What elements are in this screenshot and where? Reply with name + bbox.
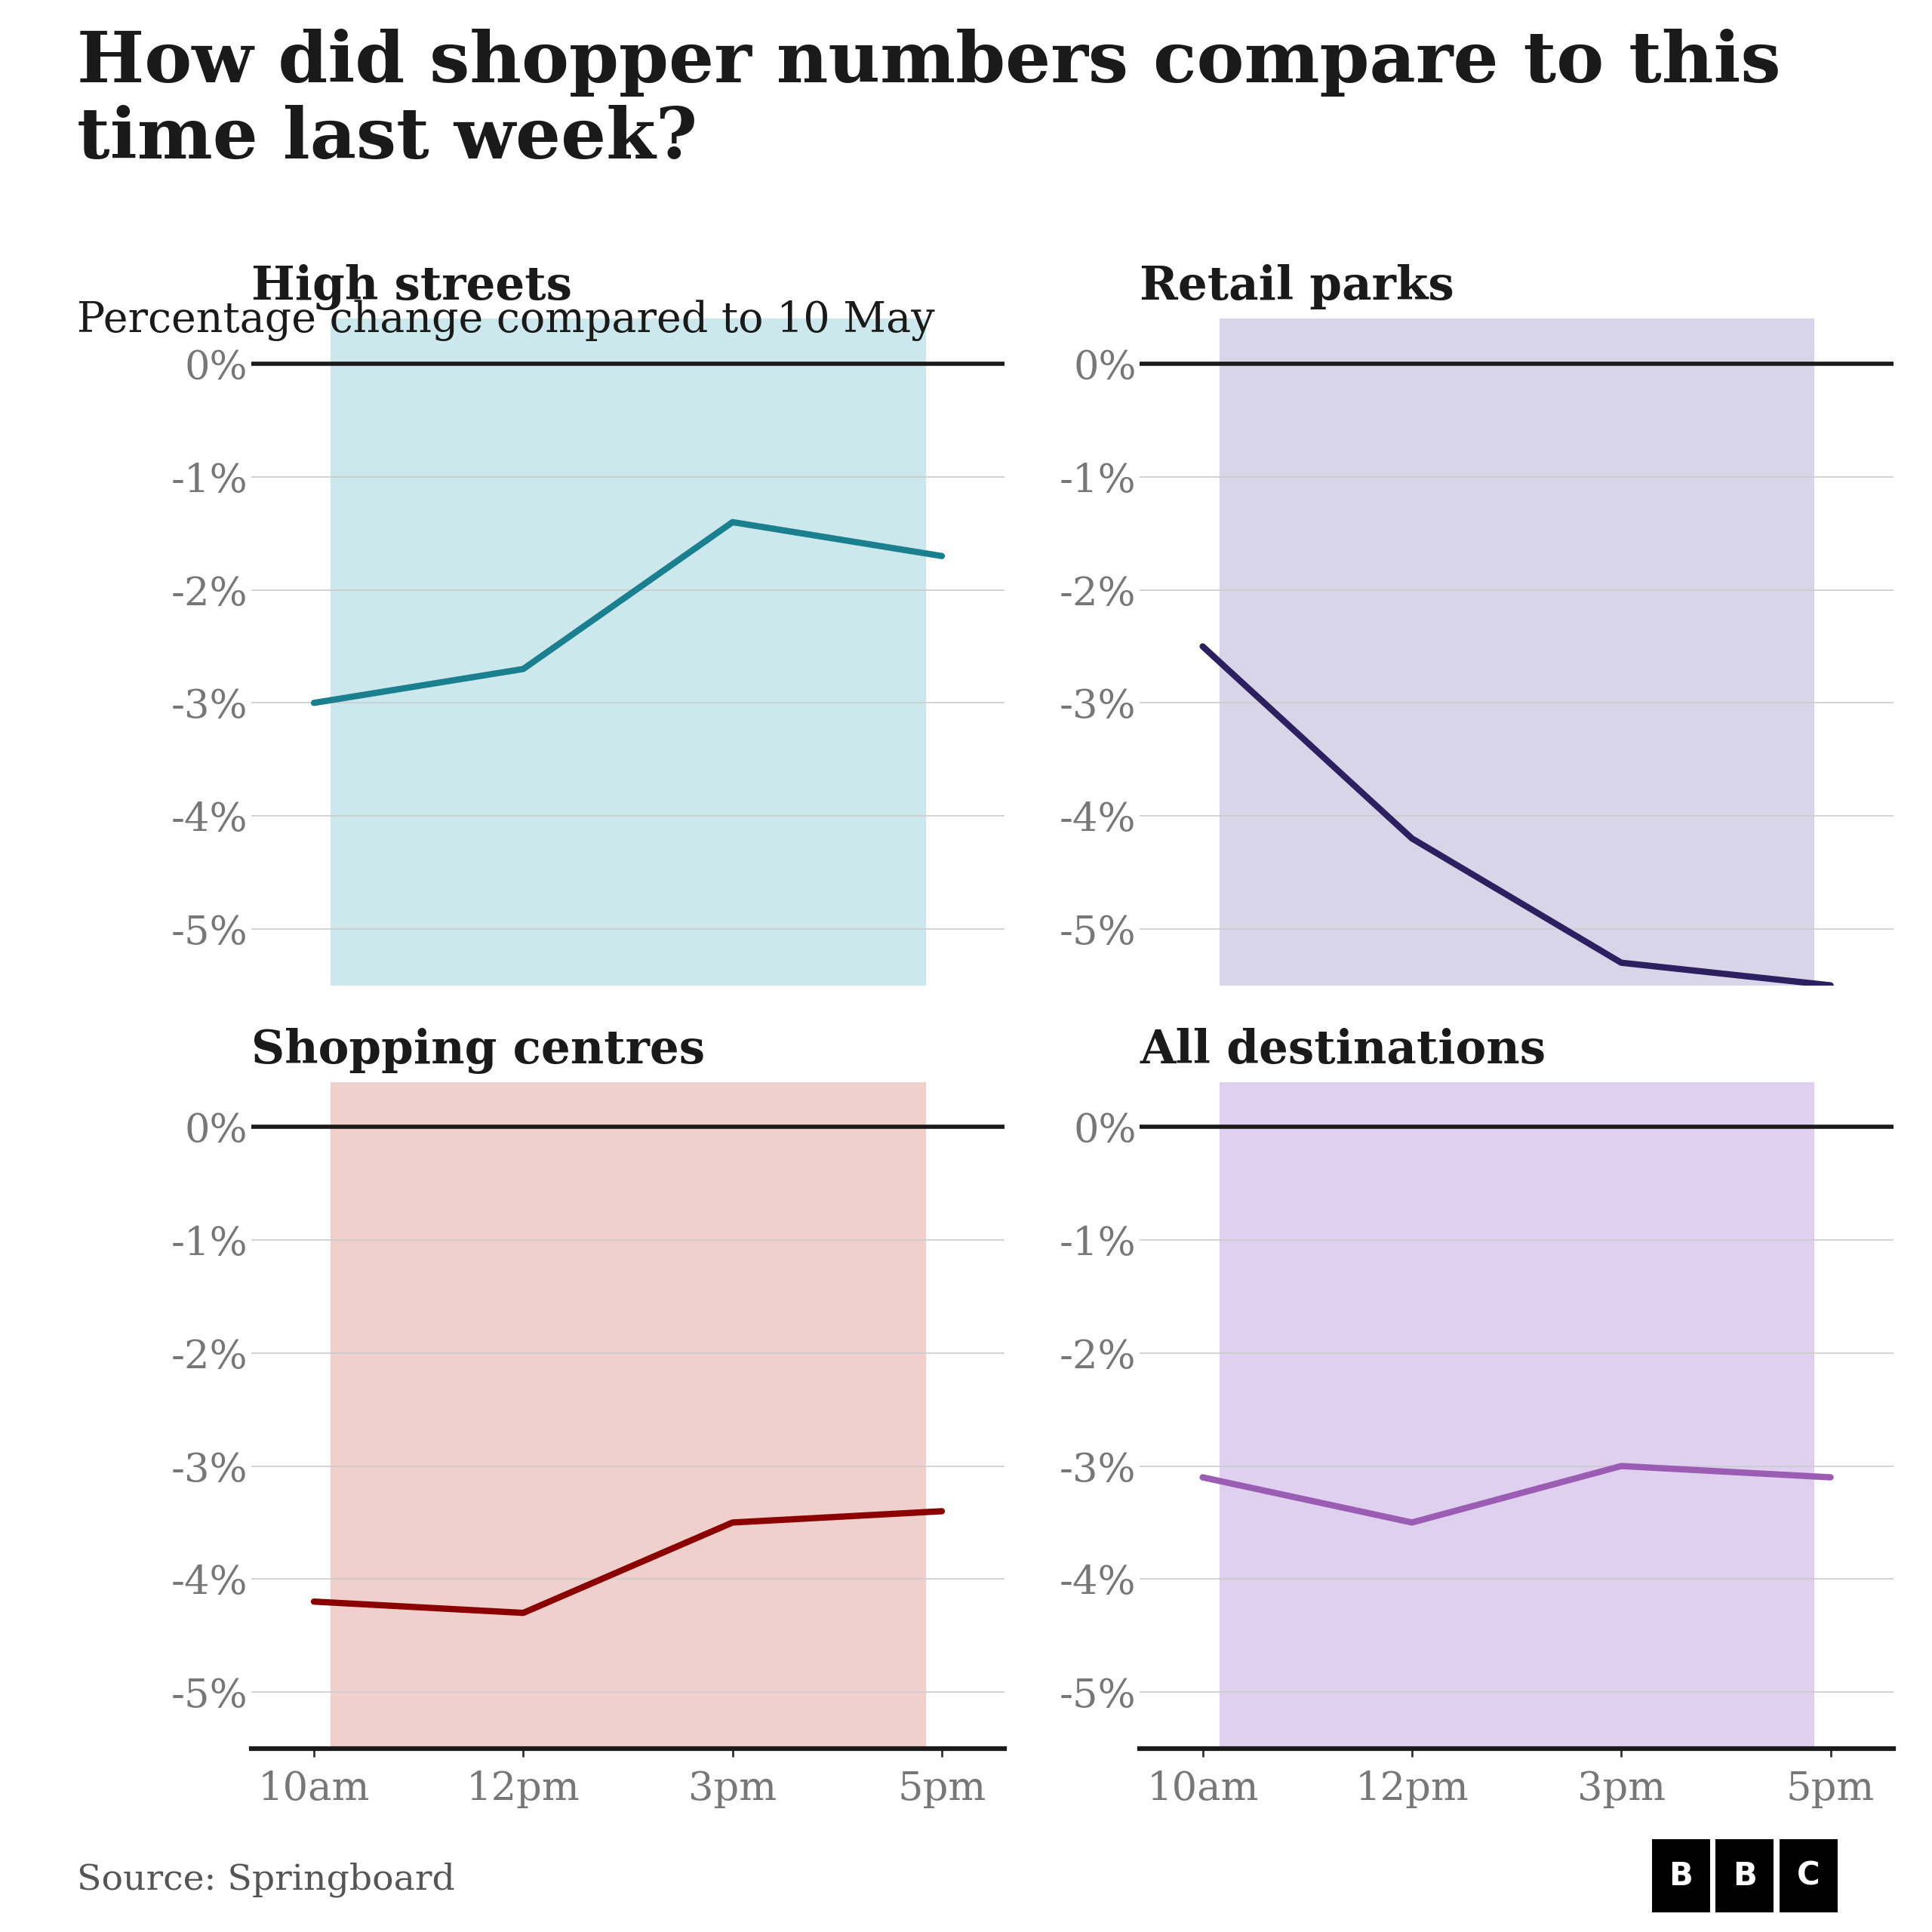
Bar — [330, 1082, 925, 1748]
Text: All destinations: All destinations — [1140, 1028, 1546, 1072]
Text: Retail parks: Retail parks — [1140, 265, 1455, 309]
Bar — [1219, 1082, 1814, 1748]
Bar — [330, 319, 925, 985]
Text: B: B — [1669, 1861, 1692, 1891]
Text: Shopping centres: Shopping centres — [251, 1028, 705, 1074]
Text: How did shopper numbers compare to this
time last week?: How did shopper numbers compare to this … — [77, 29, 1781, 172]
Bar — [1219, 319, 1814, 985]
Text: Source: Springboard: Source: Springboard — [77, 1862, 456, 1897]
Text: High streets: High streets — [251, 265, 572, 311]
Text: C: C — [1797, 1861, 1820, 1891]
Text: Percentage change compared to 10 May: Percentage change compared to 10 May — [77, 299, 935, 340]
Text: B: B — [1733, 1861, 1756, 1891]
